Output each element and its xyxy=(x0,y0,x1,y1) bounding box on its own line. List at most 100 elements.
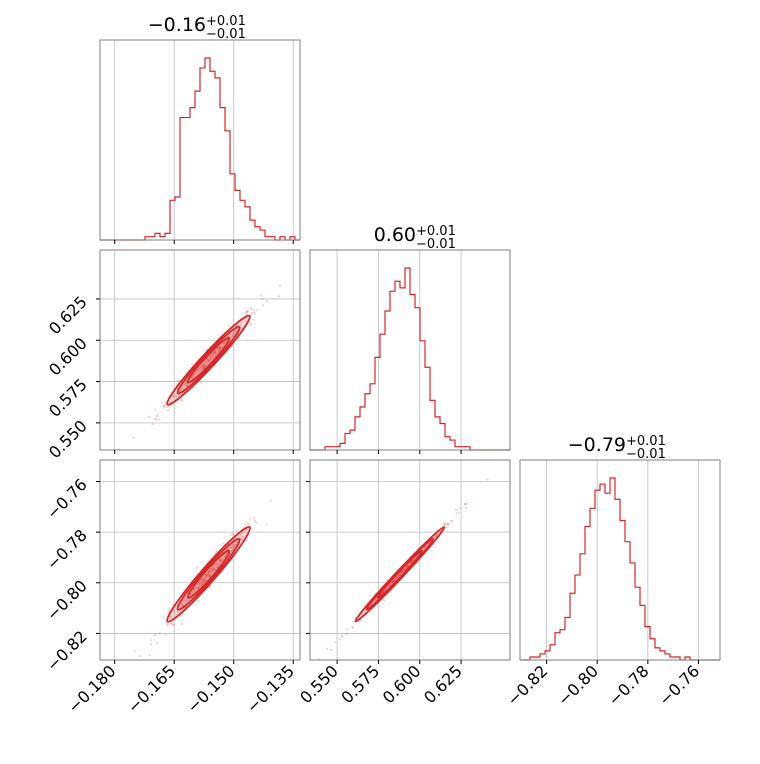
panel-frame xyxy=(309,249,511,451)
panel-frame xyxy=(99,249,301,451)
sample-point xyxy=(340,634,344,637)
sample-point xyxy=(202,366,206,369)
sample-point xyxy=(245,311,248,314)
sample-point xyxy=(156,413,159,416)
sample-point xyxy=(434,535,437,539)
sample-point xyxy=(233,545,236,548)
sample-point xyxy=(202,578,205,581)
sample-point xyxy=(207,576,211,579)
sample-point xyxy=(346,628,349,631)
sample-point xyxy=(396,575,399,578)
x-tick-label: 0.575 xyxy=(337,661,383,707)
sample-point xyxy=(447,522,450,526)
sample-point xyxy=(204,575,208,578)
sample-point xyxy=(465,502,468,505)
sample-point xyxy=(199,365,202,369)
sample-point xyxy=(279,284,282,287)
sample-point xyxy=(205,578,208,582)
panel-frame xyxy=(99,39,301,241)
sample-point xyxy=(244,319,248,323)
sample-point xyxy=(191,363,194,366)
sample-point xyxy=(410,559,413,563)
contour-2 xyxy=(176,537,241,611)
x-tick-label: 0.550 xyxy=(296,661,342,707)
sample-point xyxy=(400,570,403,574)
sample-point xyxy=(212,565,215,569)
sample-point xyxy=(170,615,173,618)
sample-point xyxy=(397,573,400,576)
sample-point xyxy=(204,575,207,578)
sample-point xyxy=(222,341,226,344)
sample-point xyxy=(464,502,467,505)
sample-point xyxy=(401,569,404,572)
sample-point xyxy=(196,368,199,371)
sample-point xyxy=(223,342,226,345)
panel-frame xyxy=(309,459,511,661)
sample-point xyxy=(351,626,354,629)
sample-point xyxy=(169,622,172,625)
y-tick-label: −0.80 xyxy=(43,576,91,624)
sample-point xyxy=(204,364,207,367)
sample-point xyxy=(206,358,209,362)
sample-point xyxy=(203,576,206,579)
sample-point xyxy=(403,568,406,571)
sample-point xyxy=(446,522,449,526)
y-tick-label: −0.82 xyxy=(43,627,91,675)
sample-point xyxy=(454,509,458,512)
sample-point xyxy=(398,572,401,576)
sample-point xyxy=(345,632,348,635)
x-tick-label: −0.76 xyxy=(655,661,703,709)
sample-point xyxy=(447,523,450,526)
sample-point xyxy=(219,559,222,562)
sample-point xyxy=(199,381,202,384)
sample-point xyxy=(436,532,439,536)
sample-point xyxy=(262,304,265,307)
sample-point xyxy=(164,633,167,636)
sample-point xyxy=(253,309,256,312)
sample-point xyxy=(400,570,403,574)
title-value-1: −0.16 xyxy=(148,14,206,36)
sample-point xyxy=(241,532,244,535)
sample-point xyxy=(229,546,232,549)
sample-point xyxy=(210,568,213,572)
sample-point xyxy=(392,580,395,583)
sample-point xyxy=(218,349,221,352)
sample-point xyxy=(166,624,169,627)
sample-point xyxy=(214,568,217,571)
x-tick-label: −0.135 xyxy=(243,661,298,716)
sample-point xyxy=(395,576,398,579)
sample-point xyxy=(269,499,272,502)
sample-point xyxy=(222,542,225,545)
sample-point xyxy=(214,351,217,355)
sample-point xyxy=(171,623,175,626)
x-tick-label: −0.80 xyxy=(554,661,602,709)
sample-point xyxy=(200,368,203,371)
sample-point xyxy=(218,348,221,351)
sample-point xyxy=(231,543,234,546)
sample-point xyxy=(148,653,152,656)
sample-point xyxy=(192,373,195,376)
sample-point xyxy=(265,299,268,302)
sample-point xyxy=(182,387,185,390)
sample-point xyxy=(230,533,233,536)
x-tick-label: −0.180 xyxy=(64,661,119,716)
sample-point xyxy=(201,582,204,585)
sample-point xyxy=(405,566,408,570)
sample-point xyxy=(219,557,222,560)
title-value-3: −0.79 xyxy=(568,434,626,456)
sample-point xyxy=(202,364,206,367)
sample-point xyxy=(455,512,458,515)
sample-point xyxy=(216,347,219,350)
sample-point xyxy=(338,638,341,641)
sample-point xyxy=(406,565,409,568)
sample-point xyxy=(212,354,215,358)
sample-point xyxy=(162,616,165,619)
sample-point xyxy=(197,368,200,371)
sample-point xyxy=(220,558,224,562)
sample-point xyxy=(208,574,212,577)
sample-point xyxy=(245,539,248,542)
x-tick-label: 0.600 xyxy=(379,661,425,707)
sample-point xyxy=(391,581,395,584)
sample-point xyxy=(158,632,161,635)
